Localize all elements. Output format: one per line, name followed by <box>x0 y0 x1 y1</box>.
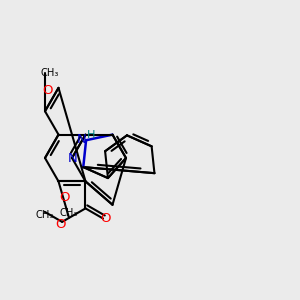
Text: O: O <box>43 85 53 98</box>
Text: O: O <box>55 218 65 231</box>
Text: CH₃: CH₃ <box>35 210 54 220</box>
Text: N: N <box>77 133 87 146</box>
Text: CH₃: CH₃ <box>41 68 59 78</box>
Text: O: O <box>59 191 69 204</box>
Text: CH₃: CH₃ <box>60 208 78 218</box>
Text: O: O <box>100 212 110 225</box>
Text: N: N <box>68 152 78 164</box>
Text: H: H <box>87 130 95 140</box>
